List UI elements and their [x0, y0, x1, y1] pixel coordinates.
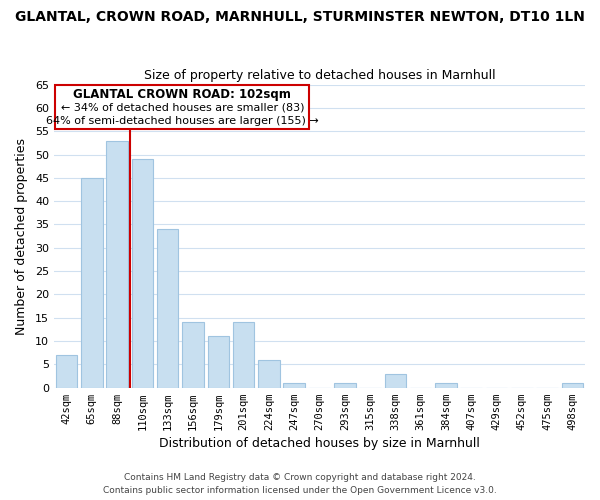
Bar [562, 383, 583, 388]
Bar [157, 229, 178, 388]
Bar [56, 355, 77, 388]
Text: Contains HM Land Registry data © Crown copyright and database right 2024.
Contai: Contains HM Land Registry data © Crown c… [103, 474, 497, 495]
Text: 64% of semi-detached houses are larger (155) →: 64% of semi-detached houses are larger (… [46, 116, 319, 126]
Title: Size of property relative to detached houses in Marnhull: Size of property relative to detached ho… [143, 69, 495, 82]
Bar [131, 159, 153, 388]
Bar [182, 322, 204, 388]
Text: GLANTAL CROWN ROAD: 102sqm: GLANTAL CROWN ROAD: 102sqm [73, 88, 291, 101]
Bar [283, 383, 305, 388]
Bar [208, 336, 229, 388]
Bar [435, 383, 457, 388]
Bar [258, 360, 280, 388]
Bar [334, 383, 356, 388]
Text: ← 34% of detached houses are smaller (83): ← 34% of detached houses are smaller (83… [61, 102, 304, 113]
Text: GLANTAL, CROWN ROAD, MARNHULL, STURMINSTER NEWTON, DT10 1LN: GLANTAL, CROWN ROAD, MARNHULL, STURMINST… [15, 10, 585, 24]
Bar [233, 322, 254, 388]
X-axis label: Distribution of detached houses by size in Marnhull: Distribution of detached houses by size … [159, 437, 480, 450]
Bar [81, 178, 103, 388]
Bar [385, 374, 406, 388]
Y-axis label: Number of detached properties: Number of detached properties [15, 138, 28, 334]
Bar [106, 140, 128, 388]
FancyBboxPatch shape [55, 84, 310, 129]
